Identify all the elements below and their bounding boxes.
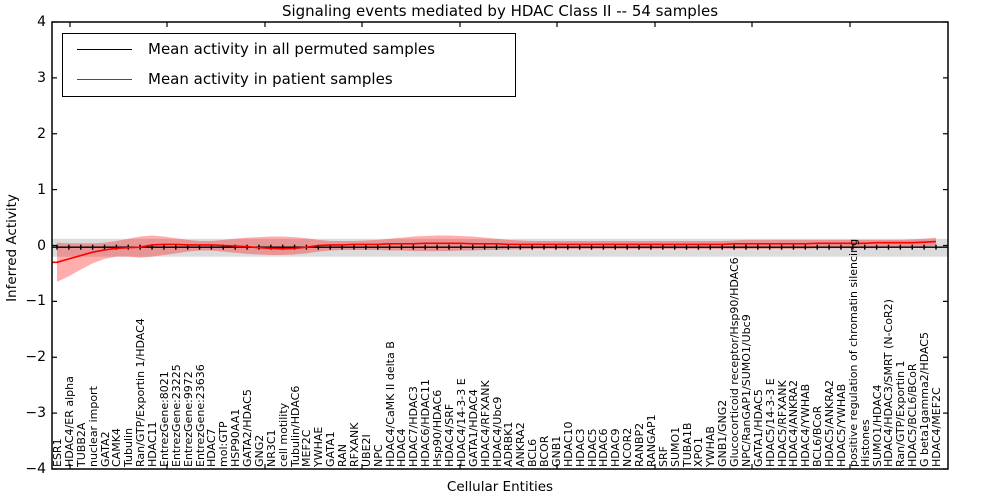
- x-tick-label: BCL6: [526, 438, 540, 467]
- x-tick-label: EntrezGene:23225: [169, 364, 183, 467]
- x-tick-label: HDAC5/14-3-3 E: [763, 378, 777, 467]
- x-tick-label: BCOR: [538, 435, 551, 467]
- x-tick-label: GATA2/HDAC5: [241, 389, 255, 467]
- x-tick-label: EntrezGene:23636: [193, 364, 207, 467]
- x-tick-label: NR3C1: [264, 429, 278, 467]
- x-tick-label: Tubulin: [122, 427, 136, 467]
- y-tick-label: −4: [25, 461, 46, 477]
- x-tick-label: HDAC9: [609, 428, 623, 467]
- x-tick-label: positive regulation of chromatin silenci…: [846, 238, 860, 467]
- x-tick-label: GNG2: [252, 434, 266, 467]
- x-tick-label: NPC: [371, 444, 385, 467]
- x-tick-label: CAMK4: [110, 428, 124, 467]
- x-tick-label: HDAC4/CaMK II delta B: [383, 341, 397, 467]
- x-tick-label: HDAC10: [561, 421, 575, 467]
- patient-mean-line: [52, 240, 937, 264]
- x-tick-label: HDAC4/Ubc9: [490, 396, 504, 467]
- x-tick-label: GNB1: [549, 435, 563, 467]
- x-tick-label: HDAC3: [573, 428, 587, 467]
- x-tick-label: RFXANK: [347, 422, 361, 467]
- y-tick-label: 0: [37, 237, 46, 254]
- plot-frame: [51, 21, 949, 470]
- x-tick-label: HDAC4/YWHAB: [799, 383, 813, 467]
- x-tick-label: RANGAP1: [644, 414, 658, 467]
- x-tick-label: HSP90AA1: [229, 408, 243, 467]
- x-tick-label: mol:GTP: [217, 421, 231, 467]
- x-tick-label: HDAC4/SRF: [442, 403, 456, 467]
- y-tick-label: −3: [25, 405, 46, 422]
- x-tick-label: HDAC4/MEF2C: [930, 387, 943, 467]
- y-tick-label: −2: [25, 349, 46, 366]
- x-tick-label: HDAC6/HDAC11: [419, 379, 433, 467]
- x-tick-label: Ran/GTP/Exportin 1/HDAC4: [134, 318, 148, 467]
- x-tick-label: Histones: [858, 419, 872, 467]
- x-tick-label: EntrezGene:8021: [157, 371, 171, 467]
- legend-label: Mean activity in all permuted samples: [148, 40, 435, 58]
- y-tick-label: 2: [37, 125, 46, 142]
- x-tick-label: SRF: [656, 446, 670, 467]
- patient-band: [57, 235, 936, 282]
- x-tick-label: SUMO1: [668, 426, 682, 467]
- x-tick-label: ESR1: [51, 438, 64, 467]
- x-tick-label: RAN: [336, 444, 350, 467]
- x-axis-label: Cellular Entities: [446, 479, 554, 495]
- x-tick-label: GATA1/HDAC4: [466, 389, 480, 467]
- x-tick-label: HDAC4/ANKRA2: [787, 380, 801, 467]
- legend: Mean activity in all permuted samples Me…: [62, 33, 516, 97]
- y-tick-label: 3: [37, 69, 46, 86]
- x-tick-label: HDAC4/RFXANK: [478, 380, 492, 467]
- x-tick-label: Glucocorticoid receptor/Hsp90/HDAC6: [728, 257, 742, 467]
- x-tick-label: XPO1: [692, 437, 706, 467]
- x-tick-label: HDAC4: [395, 428, 409, 467]
- data-point-markers: [56, 244, 937, 250]
- x-tick-label: YWHAB: [704, 426, 718, 467]
- x-tick-label: GATA2: [98, 431, 112, 467]
- x-tick-label: NCOR2: [621, 427, 635, 467]
- x-tick-label: SUMO1/HDAC4: [870, 384, 884, 467]
- y-tick-label: 1: [37, 181, 46, 198]
- x-tick-label: Hsp90/HDAC6: [431, 389, 445, 467]
- x-tick-label: Ran/GTP/Exportin 1: [894, 360, 908, 467]
- x-tick-label: HDAC5/ANKRA2: [823, 380, 837, 467]
- x-tick-label: TUBA1B: [680, 422, 694, 467]
- x-tick-label: GATA1/HDAC5: [751, 389, 765, 467]
- x-tick-label: RANBP2: [633, 422, 647, 467]
- x-tick-label: HDAC7: [205, 428, 219, 467]
- x-tick-label: HDAC5/YWHAB: [834, 383, 848, 467]
- x-tick-label: cell motility: [276, 402, 290, 467]
- patient-line-swatch: [77, 78, 132, 80]
- legend-entry-permuted: Mean activity in all permuted samples: [63, 34, 515, 64]
- x-tick-label: ADRBK1: [502, 421, 516, 467]
- x-tick-label: HDAC6: [597, 428, 611, 467]
- x-tick-label: HDAC4/ER alpha: [62, 376, 76, 467]
- x-tick-label: HDAC4/HDAC3/SMRT (N-CoR2): [882, 299, 896, 467]
- x-tick-label: HDAC5: [585, 428, 599, 467]
- x-tick-label: HDAC5/BCL6/BCoR: [906, 363, 920, 467]
- permuted-line-swatch: [77, 48, 132, 50]
- y-tick-label: 4: [37, 14, 46, 30]
- x-tick-label: ANKRA2: [514, 422, 528, 467]
- x-tick-label: Tubulin/HDAC6: [288, 385, 302, 467]
- x-tick-label: HDAC4/14-3-3 E: [454, 378, 468, 467]
- x-tick-label: NPC/RanGAP1/SUMO1/Ubc9: [739, 314, 753, 467]
- x-tick-label: G beta1gamma2/HDAC5: [918, 332, 932, 467]
- x-tick-label: BCL6/BCoR: [811, 405, 825, 467]
- legend-label: Mean activity in patient samples: [148, 70, 393, 88]
- y-tick-label: −1: [25, 293, 46, 310]
- x-tick-label: EntrezGene:9972: [181, 371, 195, 467]
- x-tick-label: GATA1: [324, 431, 338, 467]
- x-tick-label: YWHAE: [312, 426, 326, 467]
- x-tick-label: MEF2C: [300, 429, 314, 467]
- x-tick-label: GNB1/GNG2: [716, 399, 730, 467]
- x-tick-label: nuclear import: [86, 386, 100, 467]
- x-tick-label: TUBB2A: [74, 422, 88, 467]
- x-tick-label: HDAC11: [146, 421, 160, 467]
- legend-entry-patient: Mean activity in patient samples: [63, 64, 515, 94]
- x-tick-label: HDAC7/HDAC3: [407, 386, 421, 467]
- chart-title: Signaling events mediated by HDAC Class …: [281, 2, 719, 20]
- x-tick-label: HDAC5/RFXANK: [775, 380, 789, 467]
- x-tick-label: UBE2I: [359, 434, 373, 467]
